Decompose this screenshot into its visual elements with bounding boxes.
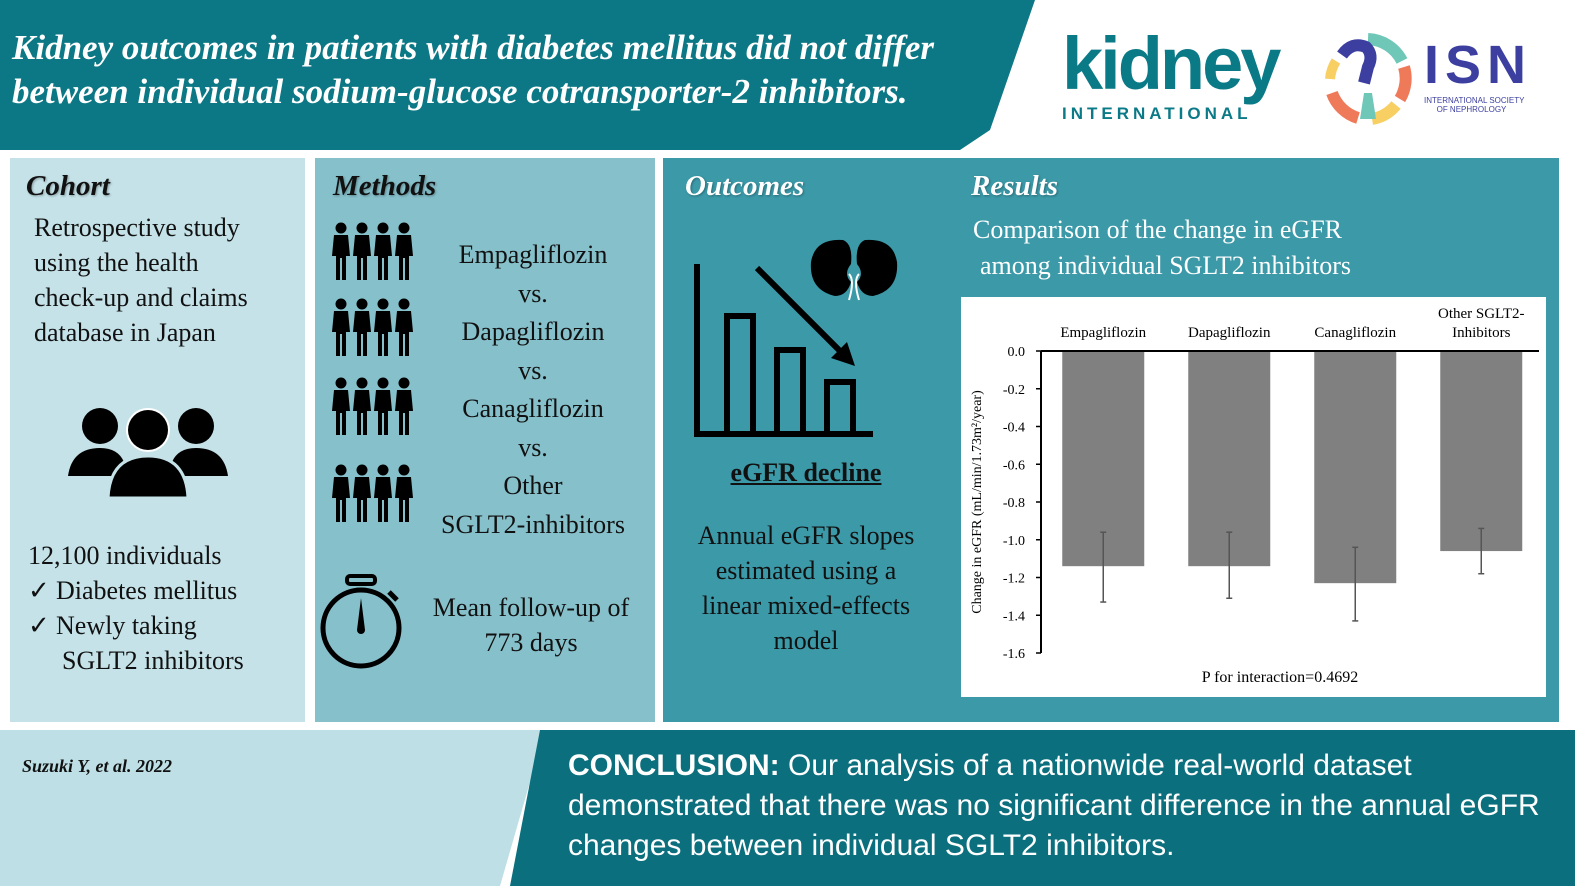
results-subtitle: among individual SGLT2 inhibitors	[980, 251, 1351, 280]
drug-label: SGLT2-inhibitors	[441, 509, 625, 539]
outcome-text: estimated using a	[715, 556, 897, 585]
y-axis-label: Change in eGFR (mL/min/1.73m²/year)	[970, 390, 985, 614]
methods-panel: Methods Empagliflozin vs. Dapagliflozin …	[315, 158, 655, 722]
results-heading: Results	[971, 170, 1059, 202]
isn-emblem-icon	[1325, 33, 1412, 125]
conclusion-band	[510, 730, 1575, 886]
conclusion: CONCLUSION: Our analysis of a nationwide…	[568, 746, 1558, 866]
followup-text: 773 days	[484, 628, 578, 657]
check-icon: ✓	[28, 576, 50, 605]
outcome-text: linear mixed-effects	[701, 591, 911, 620]
declining-chart-kidney-icon	[694, 239, 898, 437]
y-tick-label: -1.0	[1003, 534, 1025, 549]
cohort-text: using the health	[34, 248, 199, 277]
cohort-text: Retrospective study	[34, 213, 240, 242]
category-label: Canagliflozin	[1314, 325, 1396, 341]
drug-label: Empagliflozin	[458, 240, 608, 269]
logo-subtext: INTERNATIONAL	[1062, 104, 1252, 123]
y-tick-label: -0.8	[1003, 496, 1025, 511]
chart-svg: 0.0 -0.2 -0.4 -0.6 -0.8 -1.0 -1.2 -1.4 -1.6 Empag…	[970, 306, 1539, 686]
y-tick-label: 0.0	[1008, 345, 1026, 360]
methods-heading: Methods	[333, 170, 437, 202]
check-icon: ✓	[28, 611, 50, 640]
conclusion-text: Our analysis of a nationwide real-world …	[568, 749, 1540, 862]
bar-empagliflozin	[1062, 351, 1145, 567]
stopwatch-icon	[320, 574, 402, 669]
y-tick-label: -0.2	[1003, 383, 1025, 398]
outcomes-heading: Outcomes	[685, 170, 805, 202]
drug-label: Canagliflozin	[462, 394, 604, 423]
category-label: Dapagliflozin	[1188, 325, 1271, 341]
criterion: Diabetes mellitus	[56, 576, 238, 605]
category-label: Inhibitors	[1452, 325, 1510, 341]
outcome-text: model	[773, 626, 839, 655]
isn-logo-text: ISN INTERNATIONAL SOCIETY OF NEPHROLOGY	[1424, 38, 1532, 114]
y-tick-label: -1.6	[1003, 647, 1025, 662]
isn-title: ISN	[1424, 35, 1533, 95]
citation-band	[0, 730, 545, 886]
bar-other-sglt2-inhibitors	[1440, 351, 1523, 552]
isn-subtitle: INTERNATIONAL SOCIETY	[1424, 96, 1525, 105]
drug-label: Other	[503, 471, 563, 500]
bar-canagliflozin	[1314, 351, 1397, 584]
cohort-panel: Cohort Retrospective study using the hea…	[10, 158, 305, 722]
egfr-bar-chart: 0.0 -0.2 -0.4 -0.6 -0.8 -1.0 -1.2 -1.4 -1.6 Empag…	[961, 297, 1546, 697]
y-tick-label: -0.4	[1003, 421, 1025, 436]
vs-label: vs.	[518, 278, 548, 308]
page-title: Kidney outcomes in patients with diabete…	[12, 28, 935, 111]
category-label: Empagliflozin	[1060, 325, 1146, 341]
drug-label: Dapagliflozin	[461, 317, 605, 346]
p-value-annotation: P for interaction=0.4692	[1202, 669, 1358, 686]
criterion: SGLT2 inhibitors	[62, 646, 244, 675]
people-group-icon	[68, 408, 228, 500]
followup-text: Mean follow-up of	[432, 593, 630, 622]
kidney-international-logo: kidney INTERNATIONAL	[1062, 22, 1281, 124]
patient-groups-icons	[332, 222, 413, 522]
vs-label: vs.	[518, 355, 548, 385]
bar-dapagliflozin	[1188, 351, 1271, 567]
criterion: Newly taking	[56, 611, 197, 640]
egfr-decline-label: eGFR decline	[730, 458, 882, 487]
cohort-heading: Cohort	[26, 170, 110, 202]
y-tick-label: -1.4	[1003, 609, 1025, 624]
header-banner	[0, 0, 1035, 150]
cohort-text: database in Japan	[34, 318, 216, 347]
citation: Suzuki Y, et al. 2022	[22, 756, 173, 776]
isn-subtitle: OF NEPHROLOGY	[1436, 105, 1507, 114]
outcome-text: Annual eGFR slopes	[697, 521, 915, 550]
logo-text: kidney	[1062, 22, 1281, 105]
results-subtitle: Comparison of the change in eGFR	[973, 215, 1342, 244]
y-tick-label: -0.6	[1003, 458, 1025, 473]
vs-label: vs.	[518, 432, 548, 462]
cohort-count: 12,100 individuals	[28, 541, 222, 570]
category-label: Other SGLT2-	[1438, 306, 1525, 322]
y-tick-label: -1.2	[1003, 572, 1025, 587]
conclusion-label: CONCLUSION:	[568, 749, 780, 782]
cohort-text: check-up and claims	[34, 283, 248, 312]
